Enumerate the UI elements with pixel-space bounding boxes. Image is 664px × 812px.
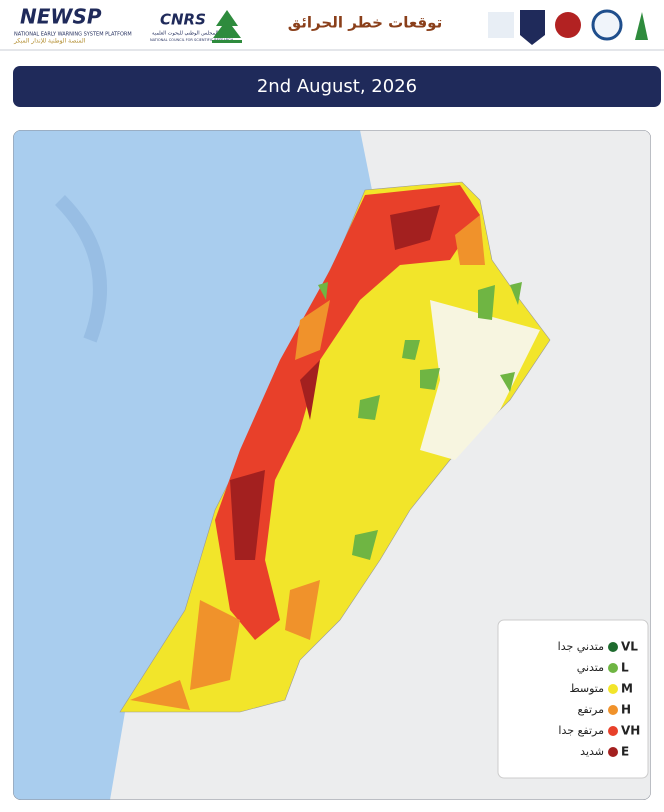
- bekaa-low: [420, 300, 540, 460]
- cnrs-logo: CNRS: [160, 11, 206, 29]
- legend-swatch: [608, 663, 618, 673]
- legend-label: مرتفع: [578, 703, 605, 716]
- extreme-zone: [230, 205, 440, 560]
- legend-label: متدني: [577, 661, 604, 674]
- civil-defense-logo: [555, 12, 581, 38]
- logo-name: NEWSP: [20, 5, 102, 29]
- cnrs-ar: المجلس الوطني للبحوث العلمية: [152, 31, 218, 37]
- date-bar: [13, 66, 661, 107]
- logo-subtitle: NATIONAL EARLY WARNING SYSTEM PLATFORM: [14, 32, 132, 38]
- legend-code: E: [621, 745, 629, 759]
- army-logo: [520, 10, 545, 45]
- legend-label: مرتفع جدا: [558, 724, 604, 737]
- legend-swatch: [608, 642, 618, 652]
- fire-brigade-logo: [591, 9, 623, 41]
- header: NEWSP NATIONAL EARLY WARNING SYSTEM PLAT…: [0, 5, 664, 51]
- date: 2nd August, 2026: [257, 76, 417, 97]
- legend-label: شديد: [580, 745, 604, 758]
- legend-code: VH: [621, 724, 640, 738]
- page-title: توقعات خطر الحرائق: [288, 14, 442, 32]
- legend-swatch: [608, 726, 618, 736]
- cedar-base: [212, 40, 242, 43]
- logo-subtitle-ar: المنصة الوطنية للإنذار المبكر: [13, 38, 86, 45]
- green-logo: [635, 12, 648, 40]
- legend: VL متدني جدا L متدني M متوسط H مرتفع VH مرتفع جدا…: [558, 640, 641, 759]
- legend-label: متوسط: [569, 682, 604, 695]
- legend-box: [497, 619, 649, 779]
- legend-swatch: [608, 705, 618, 715]
- legend-code: M: [621, 682, 633, 696]
- ministry-logo: [488, 12, 514, 38]
- sea-shading: [54, 195, 107, 343]
- orange-zone: [130, 215, 485, 710]
- legend-label: متدني جدا: [558, 640, 604, 653]
- cnrs-en: NATIONAL COUNCIL FOR SCIENTIFIC RESEARCH: [150, 38, 233, 42]
- legend-swatch: [608, 747, 618, 757]
- map: VL متدني جدا L متدني M متوسط H مرتفع VH مرتفع جدا…: [13, 130, 651, 800]
- legend-code: H: [621, 703, 631, 717]
- high-risk-zone: [215, 185, 480, 640]
- cedar-logo: [213, 10, 241, 38]
- legend-code: VL: [621, 640, 638, 654]
- legend-code: L: [621, 661, 629, 675]
- legend-swatch: [608, 684, 618, 694]
